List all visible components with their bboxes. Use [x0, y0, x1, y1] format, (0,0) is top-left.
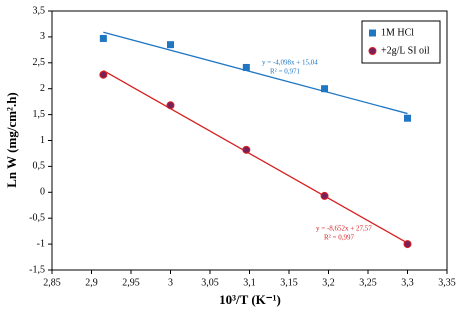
point [99, 70, 108, 79]
point [403, 240, 412, 249]
point [242, 63, 250, 71]
trendline [103, 31, 408, 115]
legend-box [361, 20, 441, 64]
x-tick-label: 2,9 [85, 277, 98, 288]
y-tick-label: -1,5 [29, 264, 45, 275]
point [167, 41, 174, 49]
x-tick-label: 3 [168, 277, 173, 288]
y-tick-label: 3,5 [33, 5, 46, 16]
point [166, 101, 175, 110]
trend-equation: R² = 0,997 [324, 234, 354, 242]
y-axis-label: Ln W (mg/cm².h) [4, 92, 19, 188]
x-tick-label: 3,2 [322, 277, 335, 288]
y-tick-label: 0,5 [33, 161, 46, 172]
x-tick-label: 3,35 [438, 277, 456, 288]
trend-equation: R² = 0,971 [270, 68, 300, 76]
point [242, 145, 251, 154]
y-tick-label: 1 [40, 135, 45, 146]
legend-marker [368, 47, 377, 55]
y-tick-label: 0 [40, 187, 45, 198]
y-tick-label: 2,5 [33, 57, 46, 68]
point [404, 114, 411, 122]
trendline [103, 70, 408, 244]
x-tick-label: 3,05 [201, 277, 219, 288]
trend-equation: y = -8,652x + 27,57 [316, 225, 372, 233]
legend-label: 1M HCl [381, 27, 414, 38]
x-tick-label: 2,85 [43, 277, 61, 288]
x-tick-label: 3,1 [243, 277, 256, 288]
x-axis-label: 10³/T (K⁻¹) [219, 292, 281, 307]
x-tick-label: 2,95 [122, 277, 140, 288]
point [99, 34, 107, 42]
y-tick-label: 1,5 [33, 109, 46, 120]
x-tick-label: 3,15 [280, 277, 298, 288]
legend-label: +2g/L SI oil [381, 45, 430, 56]
x-tick-label: 3,25 [359, 277, 377, 288]
point [320, 191, 329, 200]
trend-equation: y = -4,098x + 15,04 [262, 59, 318, 67]
legend-marker [369, 29, 376, 37]
point [321, 85, 329, 93]
x-tick-label: 3,3 [401, 277, 414, 288]
y-tick-label: 3 [40, 31, 45, 42]
y-tick-label: -0,5 [29, 212, 45, 223]
y-tick-label: 2 [40, 83, 45, 94]
y-tick-label: -1 [37, 238, 45, 249]
